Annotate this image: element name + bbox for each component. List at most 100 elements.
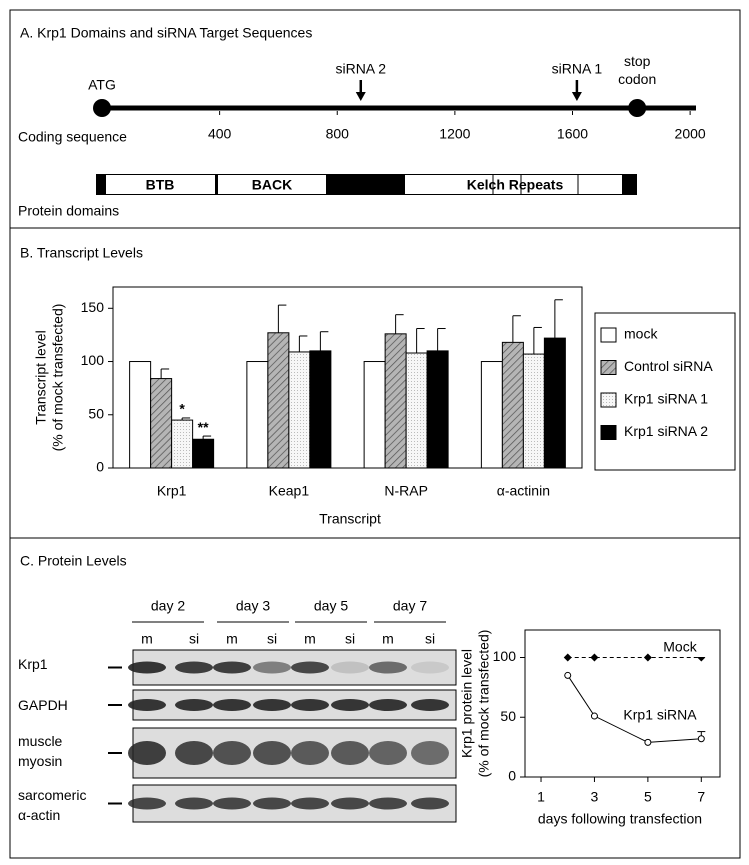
label-bg xyxy=(652,639,708,657)
marker-dot xyxy=(628,99,647,117)
x-axis-title: Transcript xyxy=(319,511,381,527)
lane-label: m xyxy=(141,631,153,647)
bar xyxy=(543,337,566,469)
blot-band xyxy=(291,661,329,674)
point xyxy=(590,653,599,662)
blot-band xyxy=(175,699,213,711)
y-axis-title: Krp1 protein level(% of mock transfected… xyxy=(458,630,491,778)
row-label: muscle myosin xyxy=(18,733,63,769)
y-axis-title-line: (% of mock transfected) xyxy=(49,304,65,452)
series-label: Krp1 siRNA xyxy=(623,707,697,723)
marker-dot xyxy=(93,99,111,117)
x-tick-label: N-RAP xyxy=(384,483,428,499)
plot-frame xyxy=(112,286,583,469)
y-tick-label: 100 xyxy=(81,352,105,368)
blot-band xyxy=(213,661,251,674)
marker-label-line: codon xyxy=(618,71,656,87)
domains-label: Protein domains xyxy=(18,203,119,219)
bar xyxy=(426,350,449,469)
blot-band xyxy=(175,797,213,810)
series-line xyxy=(567,675,702,743)
tick-label: 1200 xyxy=(439,126,470,142)
bar xyxy=(309,350,332,469)
x-tick-label: 1 xyxy=(537,789,545,805)
blot-band xyxy=(253,741,291,765)
point xyxy=(697,735,705,743)
panel-c-border xyxy=(9,537,741,859)
y-tick-label: 50 xyxy=(500,708,516,724)
blot-band xyxy=(331,797,369,810)
x-tick-label: Keap1 xyxy=(269,483,310,499)
row-label-line: sarcomeric xyxy=(18,787,86,803)
blot-band xyxy=(369,797,407,810)
bar xyxy=(171,419,194,469)
blot-band xyxy=(175,741,213,765)
panel-title: C. Protein Levels xyxy=(20,553,127,569)
blot-band xyxy=(128,699,166,711)
legend-label: Krp1 siRNA 1 xyxy=(624,391,708,407)
tick-label: 800 xyxy=(326,126,350,142)
blot-band xyxy=(411,741,449,765)
domain-label: Kelch Repeats xyxy=(467,177,564,193)
blot-band xyxy=(128,797,166,810)
tick-label: 2000 xyxy=(675,126,706,142)
blot-band xyxy=(175,661,213,674)
lane-label: si xyxy=(267,631,277,647)
y-tick-label: 0 xyxy=(96,459,104,475)
y-axis-title-line: (% of mock transfected) xyxy=(475,630,491,778)
row-label-line: muscle xyxy=(18,733,63,749)
bar xyxy=(246,361,269,469)
axis-label: Coding sequence xyxy=(18,129,127,145)
x-tick-label: Krp1 xyxy=(157,483,187,499)
day-label: day 3 xyxy=(236,598,270,614)
y-tick-label: 0 xyxy=(508,768,516,784)
y-axis-title-line: Krp1 protein level xyxy=(458,649,474,758)
row-label: Krp1 xyxy=(18,656,48,672)
row-label: GAPDH xyxy=(18,697,68,713)
legend-label: Control siRNA xyxy=(624,358,713,374)
blot-band xyxy=(253,661,291,674)
bar xyxy=(522,353,545,469)
blot-band xyxy=(411,797,449,810)
bar xyxy=(150,378,173,469)
y-axis-title: Transcript level(% of mock transfected) xyxy=(32,304,65,452)
blot-band xyxy=(331,661,369,674)
lane-label: si xyxy=(189,631,199,647)
row-label-line: myosin xyxy=(18,753,62,769)
point xyxy=(590,712,598,720)
tick-label: 400 xyxy=(208,126,232,142)
lane-label: m xyxy=(382,631,394,647)
bar xyxy=(405,352,428,469)
bar xyxy=(384,333,407,469)
y-tick-label: 50 xyxy=(88,405,104,421)
marker-label: siRNA 1 xyxy=(552,61,603,77)
legend-box xyxy=(594,312,736,471)
bar xyxy=(129,361,152,469)
blot-band xyxy=(291,699,329,711)
blot-band xyxy=(213,797,251,810)
blot-band xyxy=(369,661,407,674)
point xyxy=(563,653,572,662)
day-label: day 2 xyxy=(151,598,185,614)
bar xyxy=(192,438,215,469)
panel-title: A. Krp1 Domains and siRNA Target Sequenc… xyxy=(20,25,312,41)
point xyxy=(564,671,572,679)
point xyxy=(643,653,652,662)
x-tick-label: 3 xyxy=(591,789,599,805)
x-tick-label: 7 xyxy=(697,789,705,805)
lane-label: m xyxy=(304,631,316,647)
series-label: Mock xyxy=(663,639,697,655)
lane-label: si xyxy=(425,631,435,647)
y-tick-label: 100 xyxy=(493,648,517,664)
bar xyxy=(267,332,290,469)
lane-label: m xyxy=(226,631,238,647)
arrow-head xyxy=(355,92,366,101)
bar xyxy=(480,361,503,469)
legend-swatch xyxy=(600,360,617,375)
arrow-head xyxy=(571,92,582,101)
blot-band xyxy=(213,699,251,711)
y-axis-title-line: Transcript level xyxy=(32,330,48,424)
point xyxy=(644,738,652,746)
marker-label-line: stop xyxy=(624,53,651,69)
